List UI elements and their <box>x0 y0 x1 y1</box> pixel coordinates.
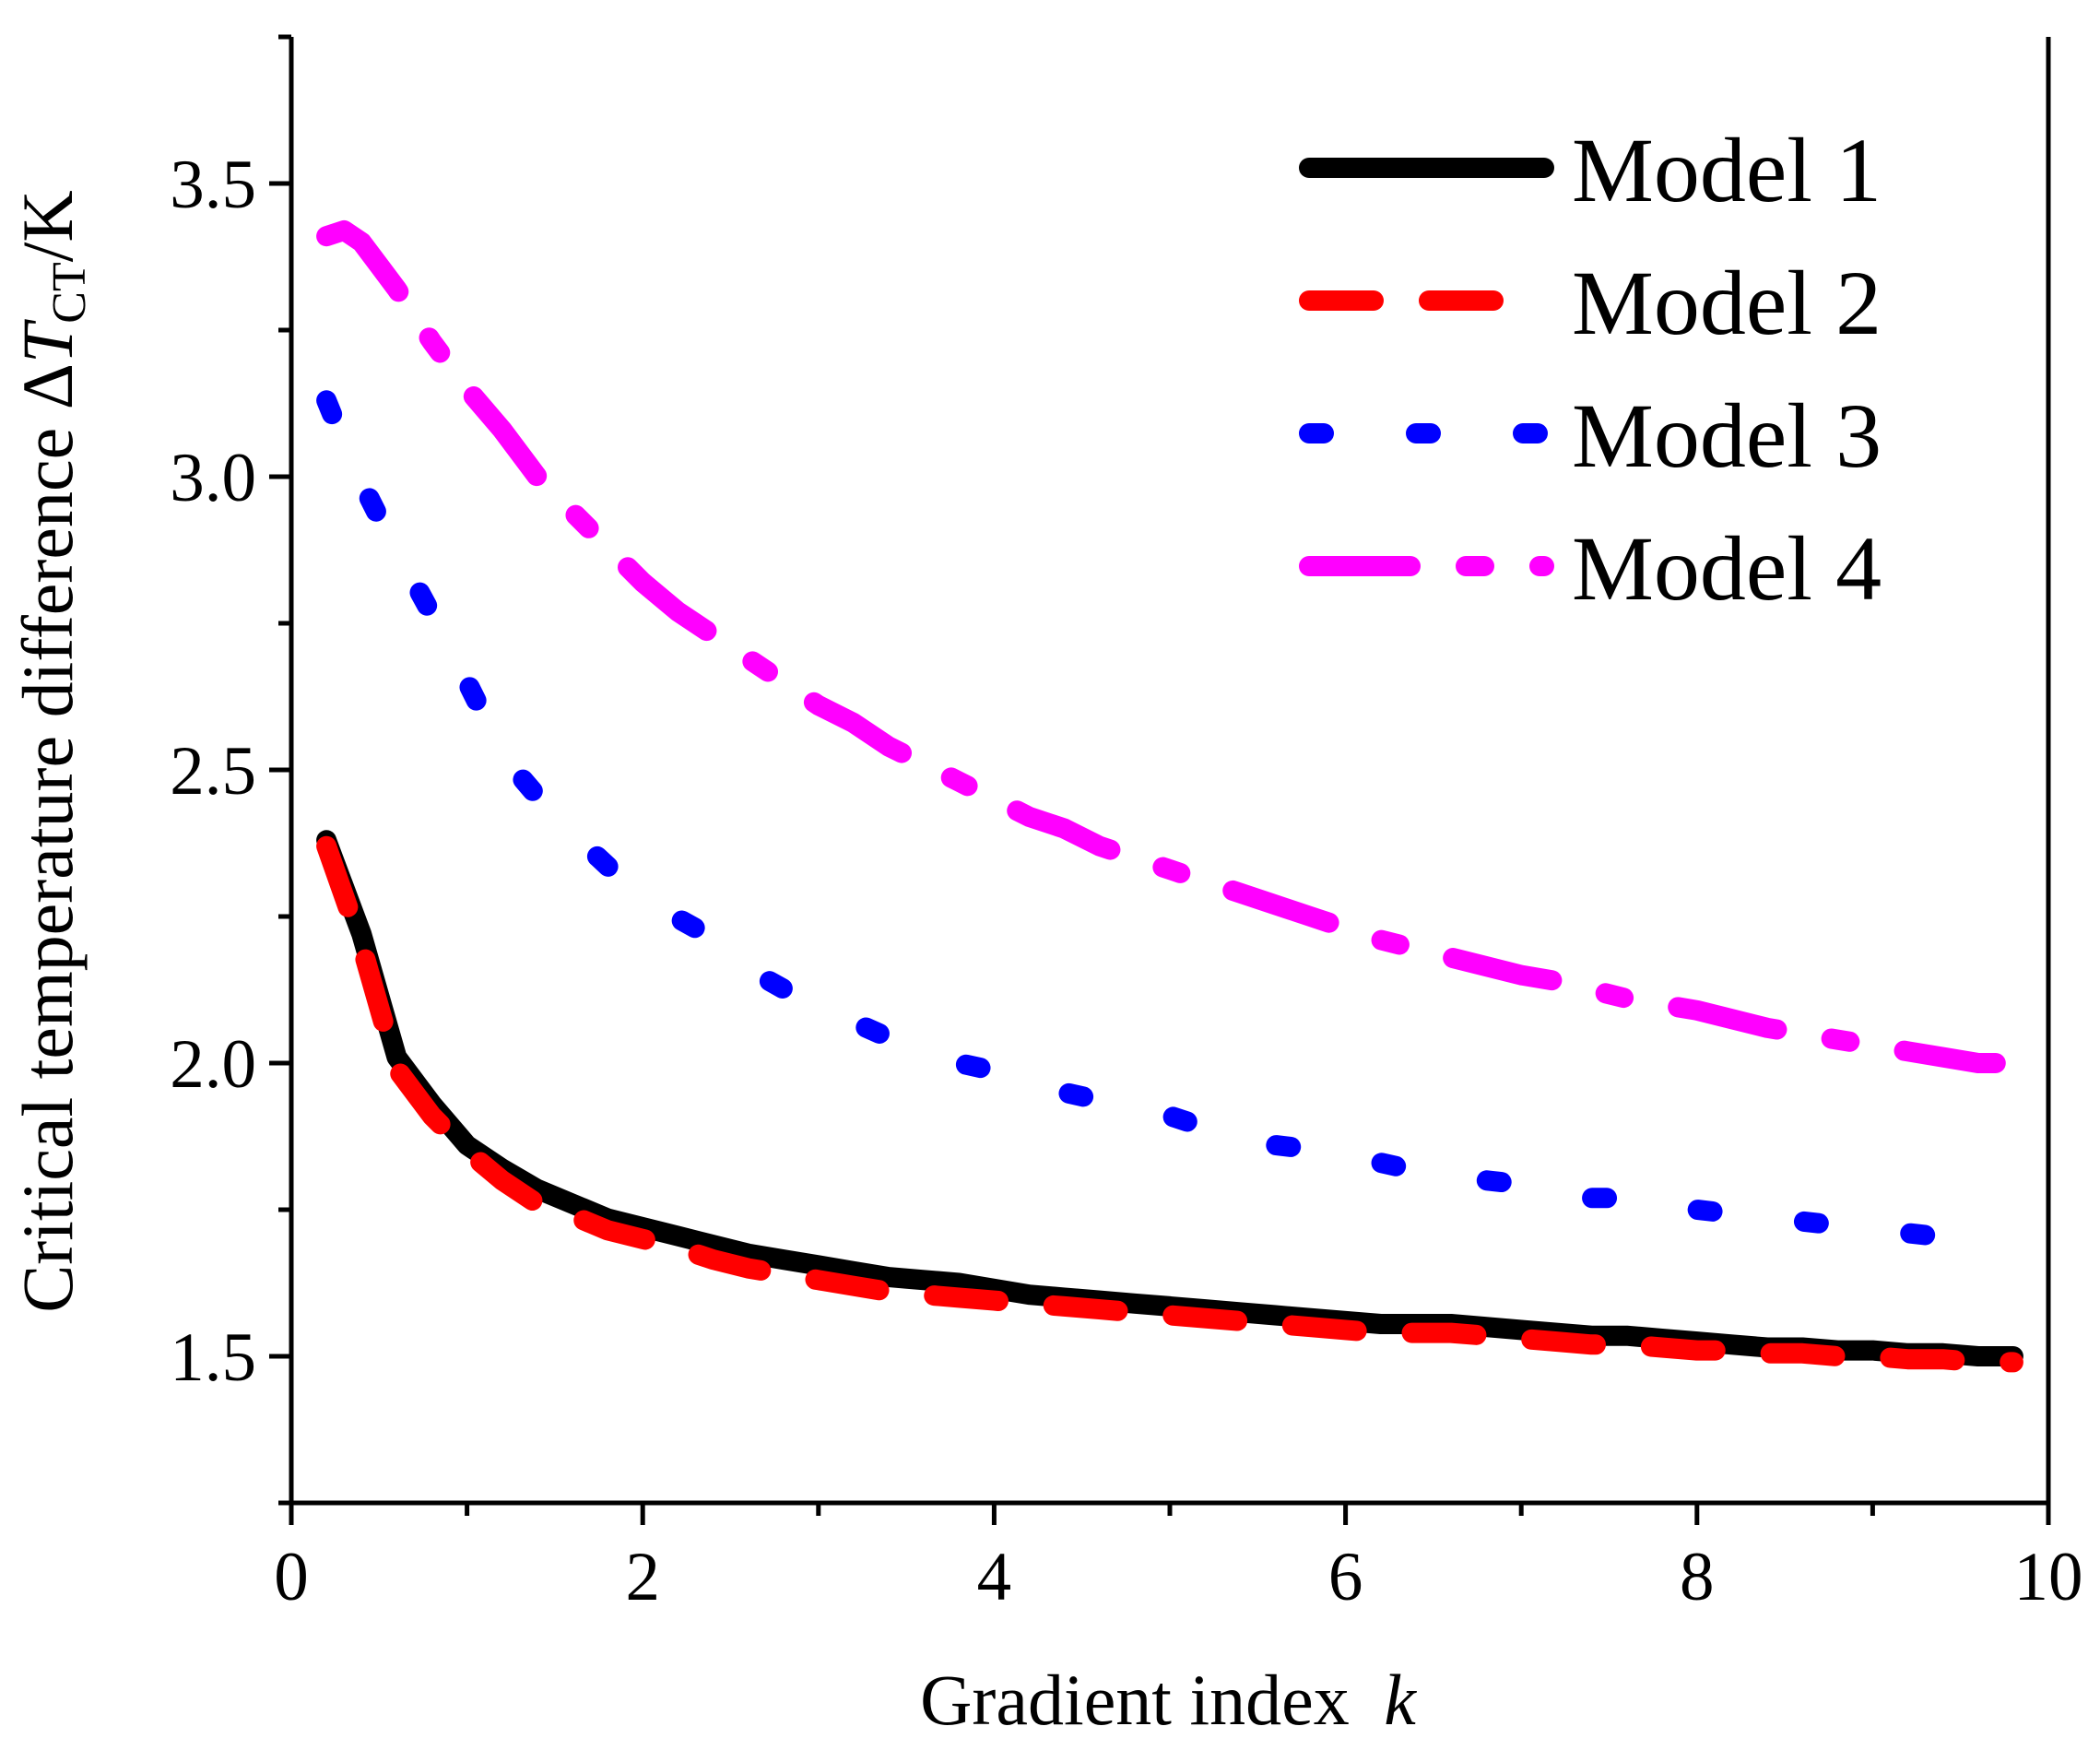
y-axis-title-subscript: CT <box>43 262 96 323</box>
legend-label-model-3: Model 3 <box>1572 384 1882 487</box>
legend: Model 1 Model 2 Model 3 Model 4 <box>1299 119 1882 620</box>
y-tick-label: 3.0 <box>170 440 256 516</box>
series-line-model-3 <box>316 390 2006 1249</box>
x-axis-title-text: Gradient index <box>920 1660 1350 1740</box>
legend-label-model-2: Model 2 <box>1572 252 1882 354</box>
y-axis-title-unit: /K <box>7 190 88 262</box>
x-tick-label: 6 <box>1328 1539 1363 1615</box>
y-tick-label: 2.0 <box>170 1026 256 1103</box>
y-tick-label: 1.5 <box>170 1319 256 1396</box>
series-layer <box>316 219 2023 1373</box>
x-tick-label: 2 <box>625 1539 660 1615</box>
series-line-model-4 <box>316 219 2006 1073</box>
legend-label-model-1: Model 1 <box>1572 119 1882 221</box>
x-tick-label: 10 <box>2014 1539 2083 1615</box>
y-tick-label: 2.5 <box>170 733 256 810</box>
y-tick-label: 3.5 <box>170 147 256 223</box>
x-axis-title-variable: k <box>1384 1660 1417 1740</box>
series-line-model-2 <box>316 835 2023 1373</box>
legend-label-model-4: Model 4 <box>1572 517 1882 620</box>
axes: 0 2 4 6 8 10 1.5 2.0 2.5 3.0 3.5 <box>170 34 2083 1615</box>
y-axis-title-text: Critical temperature difference Δ <box>7 363 88 1313</box>
y-axis-title-variable: T <box>7 319 88 363</box>
series-line-model-1 <box>316 830 2023 1366</box>
y-axis-title: Critical temperature difference ΔTCT/K <box>7 190 96 1313</box>
x-tick-label: 8 <box>1680 1539 1715 1615</box>
x-axis-title: Gradient index k <box>920 1660 1417 1740</box>
x-tick-label: 0 <box>274 1539 309 1615</box>
x-tick-label: 4 <box>977 1539 1012 1615</box>
